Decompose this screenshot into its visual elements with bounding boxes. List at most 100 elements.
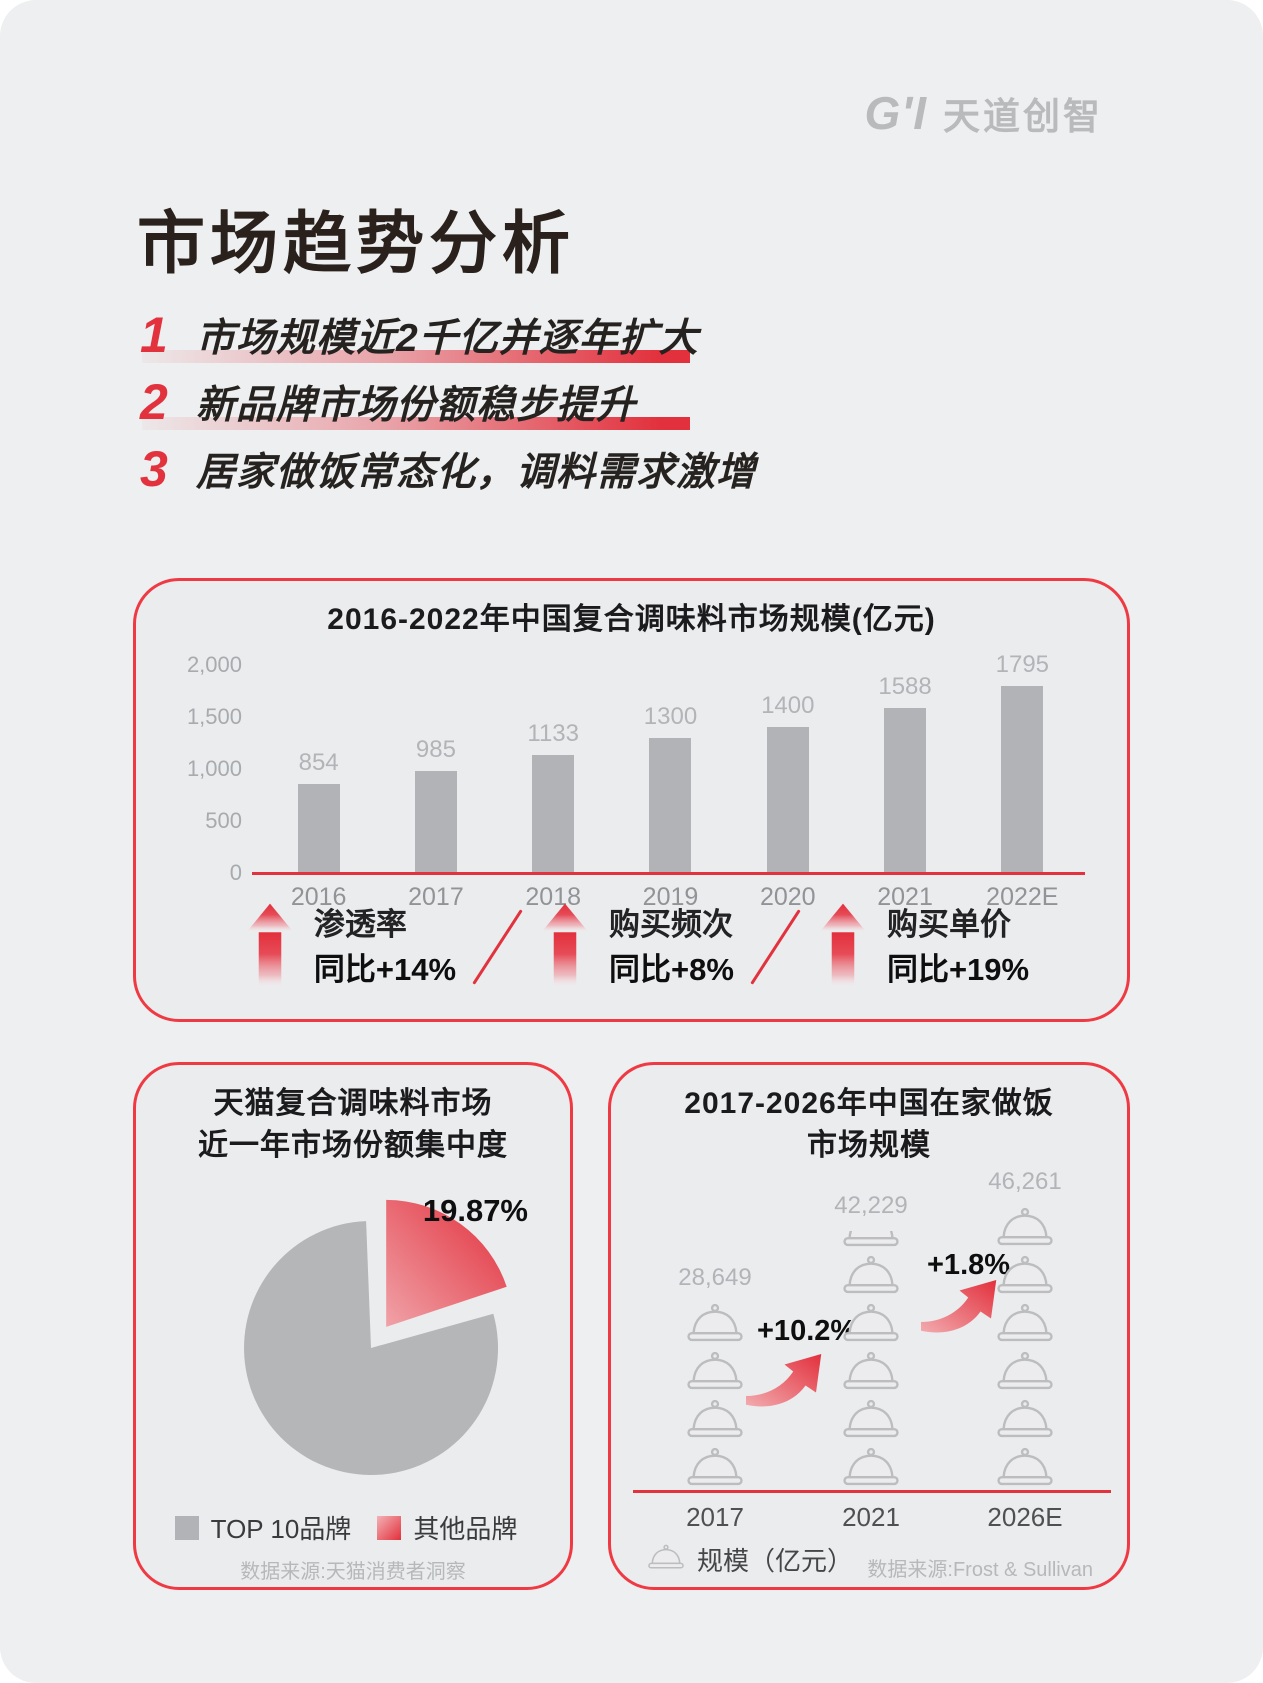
cloche-icon xyxy=(685,1351,745,1393)
cloche-icon xyxy=(685,1447,745,1489)
brand-logo: G'I 天道创智 xyxy=(865,86,1104,140)
pie-slice-others xyxy=(386,1199,507,1327)
growth-label-1: +10.2% xyxy=(757,1315,857,1347)
bar-column: 854 xyxy=(283,749,355,873)
cloche-icon xyxy=(647,1544,685,1576)
indicator-label: 购买频次 xyxy=(609,907,734,942)
x-axis-line xyxy=(252,872,1085,875)
bar-value-label: 1300 xyxy=(643,702,698,730)
data-source: 数据来源:Frost & Sullivan xyxy=(867,1559,1093,1581)
legend-label: 规模（亿元） xyxy=(697,1546,854,1576)
pie-title-line1: 天猫复合调味料市场 xyxy=(213,1087,493,1120)
indicator-frequency: 购买频次 同比+8% xyxy=(539,899,734,995)
cloche-icon-partial xyxy=(841,1231,901,1249)
up-arrow-icon xyxy=(540,903,590,990)
column-x-label: 2017 xyxy=(686,1502,744,1532)
picto-title-line2: 市场规模 xyxy=(807,1129,931,1162)
bar-value-label: 1400 xyxy=(761,692,815,720)
y-axis-tick: 1,000 xyxy=(186,756,242,781)
column-value-label: 28,649 xyxy=(678,1264,752,1291)
bar-x-label: 2020 xyxy=(759,883,816,911)
point-number: 3 xyxy=(140,441,168,497)
bars-area: 854 985 1133 1300 1400 1588 1795 xyxy=(260,651,1081,873)
cloche-icon xyxy=(841,1399,901,1441)
bar-x-label: 2017 xyxy=(408,883,464,911)
legend-label: TOP 10品牌 xyxy=(210,1514,352,1544)
y-axis-tick: 1,500 xyxy=(186,704,242,729)
red-underline xyxy=(142,417,690,430)
x-axis-labels: 2016 2017 2018 2019 2020 2021 2022E xyxy=(260,883,1081,912)
bar-chart: 2,000 1,500 1,000 500 0 854 985 1133 1300 1400 15… xyxy=(170,651,1093,915)
bar-x-label: 2022E xyxy=(986,883,1059,911)
list-item: 2 新品牌市场份额稳步提升 xyxy=(140,374,756,430)
cloche-icon xyxy=(995,1399,1055,1441)
cloche-icon xyxy=(685,1399,745,1441)
point-number: 2 xyxy=(140,374,168,430)
logo-mark: G'I xyxy=(864,87,927,139)
bar-chart-card: 2016-2022年中国复合调味料市场规模(亿元) 2,000 1,500 1,00… xyxy=(133,578,1130,1022)
cloche-icon xyxy=(841,1351,901,1393)
bar-column: 985 xyxy=(400,736,472,873)
cloche-icon xyxy=(995,1351,1055,1393)
point-text: 市场规模近2千亿并逐年扩大 xyxy=(196,317,699,360)
point-text: 居家做饭常态化，调料需求激增 xyxy=(196,451,757,494)
picto-title-line1: 2017-2026年中国在家做饭 xyxy=(684,1087,1054,1120)
indicator-value: 同比+14% xyxy=(313,951,457,987)
pie-chart-title: 天猫复合调味料市场 近一年市场份额集中度 xyxy=(136,1083,570,1167)
pictograph: +10.2% +1.8% 28,649 2017 42,229 2021 46,261 2… xyxy=(611,1065,1133,1593)
point-number: 1 xyxy=(140,307,168,363)
list-item: 3 居家做饭常态化，调料需求激增 xyxy=(140,441,757,497)
bar xyxy=(297,784,340,873)
bar xyxy=(766,727,809,873)
bar-column: 1400 xyxy=(752,692,824,873)
bar-x-label: 2016 xyxy=(290,883,347,911)
bar xyxy=(649,737,692,873)
bar-value-label: 985 xyxy=(415,735,456,763)
y-axis-tick: 2,000 xyxy=(186,652,242,677)
slash-divider xyxy=(750,909,801,985)
growth-label-2: +1.8% xyxy=(927,1249,1011,1281)
bar-value-label: 1588 xyxy=(878,672,932,700)
legend-swatch-red xyxy=(377,1515,402,1540)
bar-value-label: 1795 xyxy=(995,651,1050,679)
bar xyxy=(414,770,457,873)
pie-slice-top10 xyxy=(244,1221,499,1476)
pie-title-line2: 近一年市场份额集中度 xyxy=(198,1129,508,1162)
up-arrow-icon xyxy=(245,903,295,990)
cloche-icon xyxy=(841,1255,901,1297)
cloche-icon xyxy=(995,1447,1055,1489)
pictograph-legend: 规模（亿元） xyxy=(647,1541,853,1578)
bar xyxy=(532,755,575,873)
bar-chart-title: 2016-2022年中国复合调味料市场规模(亿元) xyxy=(327,603,936,636)
pictograph-title: 2017-2026年中国在家做饭 市场规模 xyxy=(611,1083,1127,1167)
bar xyxy=(1001,686,1044,873)
bar-value-label: 854 xyxy=(298,749,339,777)
column-value-label: 46,261 xyxy=(988,1168,1062,1195)
y-axis-tick: 0 xyxy=(229,860,242,885)
pictograph-column: 46,261 xyxy=(950,1168,1100,1489)
column-x-label: 2021 xyxy=(842,1502,900,1532)
bar-x-label: 2018 xyxy=(525,883,582,911)
indicator-value: 同比+19% xyxy=(886,951,1030,987)
indicator-label: 购买单价 xyxy=(886,907,1011,942)
legend-swatch-gray xyxy=(174,1515,199,1540)
pictograph-column: 42,229 xyxy=(796,1192,946,1489)
cloche-icon xyxy=(685,1303,745,1345)
up-arrow-icon xyxy=(818,903,868,990)
cloche-icon xyxy=(995,1207,1055,1249)
data-source: 数据来源:天猫消费者洞察 xyxy=(240,1561,466,1583)
pie-chart xyxy=(244,1199,507,1476)
logo-name: 天道创智 xyxy=(943,96,1103,137)
curved-arrow-icon xyxy=(746,1354,822,1407)
red-underline xyxy=(142,350,690,363)
indicator-value: 同比+8% xyxy=(609,951,734,987)
bar-column: 1795 xyxy=(986,651,1058,873)
cloche-icon xyxy=(841,1303,901,1345)
y-axis-tick: 500 xyxy=(205,808,242,833)
pictograph-column: 28,649 xyxy=(640,1264,790,1489)
bar-column: 1588 xyxy=(869,673,941,873)
pictograph-axis-line xyxy=(633,1490,1111,1493)
indicator-text: 购买单价 同比+19% xyxy=(887,899,1029,993)
pictograph-card: 2017-2026年中国在家做饭 市场规模 +10.2% +1.8% 28,64… xyxy=(608,1062,1130,1590)
